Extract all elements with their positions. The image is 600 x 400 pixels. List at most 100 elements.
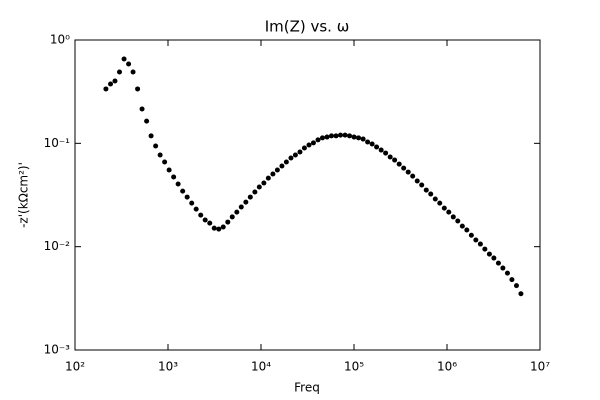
point (410, 173, 416, 179)
point (211, 225, 217, 231)
y-tick-label: 10⁻¹ (44, 136, 71, 150)
point (157, 152, 163, 158)
point (193, 206, 199, 212)
point (166, 167, 172, 173)
point (180, 188, 186, 194)
point (356, 135, 362, 141)
point (247, 194, 253, 200)
point (135, 86, 141, 92)
point (198, 212, 204, 218)
point (338, 132, 344, 138)
point (229, 214, 235, 220)
point (288, 155, 294, 161)
point (220, 224, 226, 230)
y-tick-label: 10⁻³ (44, 343, 71, 357)
point (423, 187, 429, 193)
x-tick-label: 10⁷ (530, 360, 550, 374)
point (396, 161, 402, 167)
point (153, 143, 159, 149)
point (189, 200, 195, 206)
point (256, 184, 262, 190)
point (310, 140, 316, 146)
point (477, 241, 483, 247)
point (148, 133, 154, 139)
point (486, 251, 492, 257)
point (108, 81, 114, 87)
point (243, 199, 249, 205)
point (319, 135, 325, 141)
x-tick-label: 10⁵ (344, 360, 364, 374)
point (351, 134, 357, 140)
point (306, 142, 312, 148)
point (369, 141, 375, 147)
point (171, 174, 177, 180)
point (509, 277, 515, 283)
y-axis-label: -z'(kΩcm²)' (17, 162, 31, 228)
point (491, 255, 497, 261)
x-tick-label: 10⁶ (437, 360, 457, 374)
point (265, 175, 271, 181)
point (117, 69, 123, 75)
point (441, 205, 447, 211)
point (378, 147, 384, 153)
point (464, 227, 470, 233)
point (405, 169, 411, 175)
x-tick-label: 10³ (158, 360, 178, 374)
point (234, 209, 240, 215)
point (112, 78, 118, 84)
point (297, 149, 303, 155)
plot-frame (74, 39, 541, 351)
point (383, 150, 389, 156)
point (279, 163, 285, 169)
point (392, 157, 398, 163)
point (360, 136, 366, 142)
x-axis-label: Freq (294, 381, 320, 395)
point (328, 133, 334, 139)
point (333, 133, 339, 139)
point (365, 139, 371, 145)
point (401, 165, 407, 171)
point (301, 145, 307, 151)
point (473, 237, 479, 243)
point (374, 144, 380, 150)
point (500, 265, 506, 271)
point (432, 196, 438, 202)
point (450, 214, 456, 220)
y-tick-label: 10⁰ (50, 33, 70, 47)
point (495, 260, 501, 266)
point (446, 209, 452, 215)
point (103, 86, 109, 92)
point (121, 56, 127, 62)
point (414, 178, 420, 184)
point (455, 218, 461, 224)
point (518, 291, 524, 297)
point (315, 137, 321, 143)
point (342, 132, 348, 138)
point (252, 189, 258, 195)
x-tick-label: 10² (65, 360, 85, 374)
point (459, 223, 465, 229)
point (419, 182, 425, 188)
point (238, 204, 244, 210)
y-tick-label: 10⁻² (44, 239, 71, 253)
point (261, 180, 267, 186)
point (283, 159, 289, 165)
chart-title: Im(Z) vs. ω (265, 18, 350, 36)
point (292, 152, 298, 158)
point (504, 270, 510, 276)
point (184, 194, 190, 200)
point (175, 181, 181, 187)
point (513, 283, 519, 289)
point (274, 167, 280, 173)
point (202, 217, 208, 223)
point (468, 232, 474, 238)
point (162, 159, 168, 165)
point (437, 200, 443, 206)
point (144, 118, 150, 124)
point (139, 106, 145, 112)
point (207, 220, 213, 226)
point (347, 133, 353, 139)
